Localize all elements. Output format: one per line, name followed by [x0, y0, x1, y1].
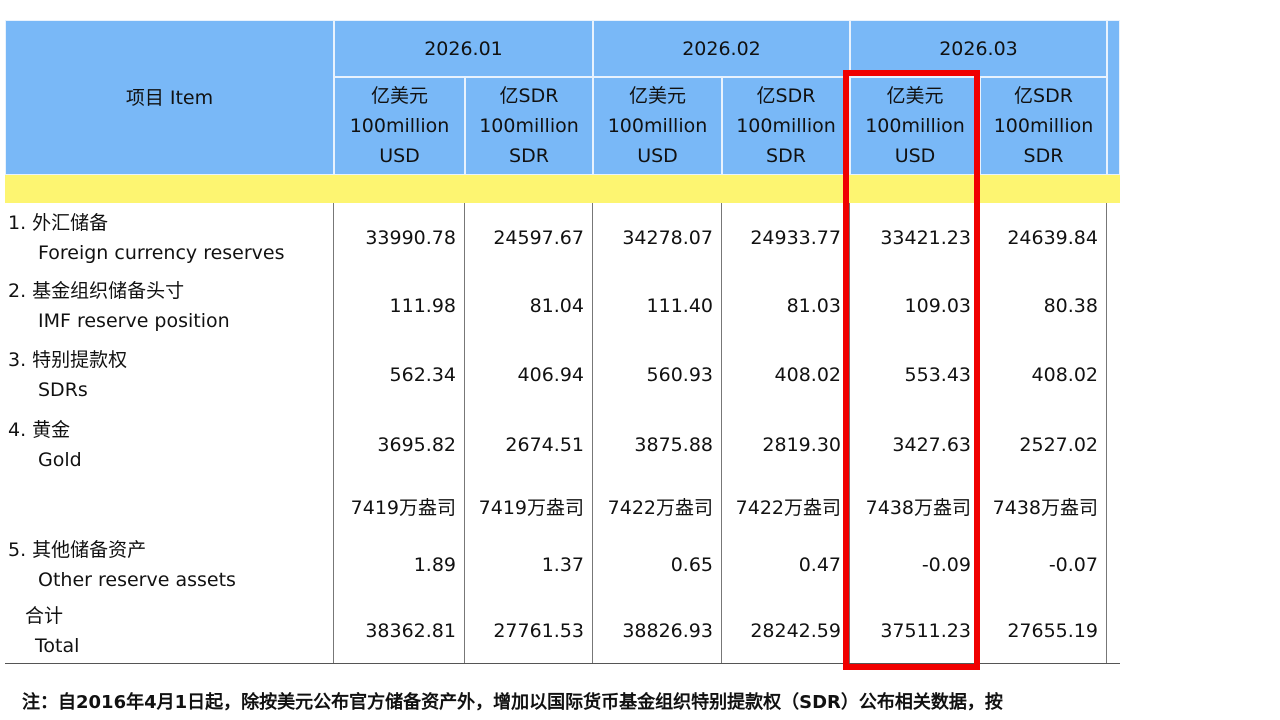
- value-cell: 408.02: [722, 340, 850, 410]
- unit-line: 100million: [479, 115, 579, 137]
- value-cell: 7419万盎司: [334, 480, 465, 532]
- unit-line: 亿美元: [628, 85, 686, 107]
- value-cell: 34278.07: [593, 203, 722, 272]
- item-line: 5. 其他储备资产: [8, 539, 147, 561]
- month-header: 2026.02: [593, 20, 850, 77]
- item-line: 合计: [25, 605, 64, 627]
- unit-line: USD: [637, 145, 678, 167]
- value-cell: 81.04: [465, 272, 593, 340]
- value-cell: 33990.78: [334, 203, 465, 272]
- value-cell: 24597.67: [465, 203, 593, 272]
- item-cell: 4. 黄金 Gold: [5, 415, 334, 475]
- value-cell: 1.89: [334, 532, 465, 598]
- unit-header: 亿SDR 100million SDR: [465, 77, 593, 175]
- value-cell: 38362.81: [334, 598, 465, 664]
- value-cell: 24933.77: [722, 203, 850, 272]
- month-header: 2026.03: [850, 20, 1107, 77]
- item-line: Gold: [38, 449, 82, 471]
- item-cell: 1. 外汇储备 Foreign currency reserves: [5, 208, 334, 268]
- right-divider: [1106, 203, 1107, 664]
- unit-header: 亿SDR 100million SDR: [722, 77, 850, 175]
- value-cell: 27655.19: [980, 598, 1107, 664]
- item-line: Other reserve assets: [38, 569, 236, 591]
- value-cell: 3875.88: [593, 410, 722, 480]
- value-cell: 3695.82: [334, 410, 465, 480]
- item-line: SDRs: [38, 379, 88, 401]
- value-cell: 81.03: [722, 272, 850, 340]
- unit-line: 100million: [736, 115, 836, 137]
- unit-line: SDR: [766, 145, 806, 167]
- value-cell: 80.38: [980, 272, 1107, 340]
- unit-line: 100million: [607, 115, 708, 137]
- unit-line: 亿SDR: [1014, 85, 1073, 107]
- value-cell: -0.07: [980, 532, 1107, 598]
- value-cell: 408.02: [980, 340, 1107, 410]
- value-cell: 38826.93: [593, 598, 722, 664]
- item-cell: 2. 基金组织储备头寸 IMF reserve position: [5, 276, 334, 336]
- item-line: IMF reserve position: [38, 310, 230, 332]
- value-cell: 562.34: [334, 340, 465, 410]
- unit-line: 100million: [865, 115, 965, 137]
- value-cell: 7438万盎司: [980, 480, 1107, 532]
- value-cell: 0.47: [722, 532, 850, 598]
- value-cell: 7422万盎司: [722, 480, 850, 532]
- value-cell: 2674.51: [465, 410, 593, 480]
- month-header-cut: [1107, 20, 1120, 175]
- value-cell: 27761.53: [465, 598, 593, 664]
- unit-header: 亿SDR 100million SDR: [980, 77, 1107, 175]
- item-line: 3. 特别提款权: [8, 349, 128, 371]
- highlight-box: [843, 70, 980, 670]
- value-cell: 560.93: [593, 340, 722, 410]
- item-line: 2. 基金组织储备头寸: [8, 280, 185, 302]
- item-cell: 3. 特别提款权 SDRs: [5, 345, 334, 405]
- unit-header: 亿美元 100million USD: [334, 77, 465, 175]
- unit-line: 100million: [349, 115, 450, 137]
- value-cell: 7419万盎司: [465, 480, 593, 532]
- unit-line: 亿美元: [370, 85, 428, 107]
- month-header: 2026.01: [334, 20, 593, 77]
- unit-header: 亿美元 100million USD: [593, 77, 722, 175]
- value-cell: 24639.84: [980, 203, 1107, 272]
- unit-line: 亿SDR: [499, 85, 559, 107]
- item-header: 项目 Item: [5, 20, 334, 175]
- unit-line: USD: [894, 145, 936, 167]
- left-divider: [333, 203, 334, 664]
- unit-line: SDR: [509, 145, 549, 167]
- value-cell: 0.65: [593, 532, 722, 598]
- value-cell: 2819.30: [722, 410, 850, 480]
- item-cell: 合计 Total: [5, 601, 334, 661]
- item-line: 1. 外汇储备: [8, 211, 109, 234]
- spacer-row: [5, 175, 1120, 203]
- unit-line: 亿SDR: [756, 85, 816, 107]
- value-cell: 1.37: [465, 532, 593, 598]
- unit-line: 亿美元: [886, 85, 944, 107]
- value-cell: 111.40: [593, 272, 722, 340]
- value-cell: 7422万盎司: [593, 480, 722, 532]
- item-line: 4. 黄金: [8, 419, 71, 441]
- unit-line: 100million: [993, 115, 1094, 137]
- value-cell: 2527.02: [980, 410, 1107, 480]
- item-line: Foreign currency reserves: [38, 241, 285, 264]
- value-cell: 111.98: [334, 272, 465, 340]
- unit-header: 亿美元 100million USD: [850, 77, 980, 175]
- bottom-border: [5, 663, 1120, 664]
- item-cell: 5. 其他储备资产 Other reserve assets: [5, 535, 334, 595]
- unit-line: SDR: [1023, 145, 1064, 167]
- value-cell: 28242.59: [722, 598, 850, 664]
- item-line: Total: [35, 635, 80, 657]
- unit-line: USD: [379, 145, 420, 167]
- footnote: 注：自2016年4月1日起，除按美元公布官方储备资产外，增加以国际货币基金组织特…: [22, 692, 1003, 713]
- value-cell: 406.94: [465, 340, 593, 410]
